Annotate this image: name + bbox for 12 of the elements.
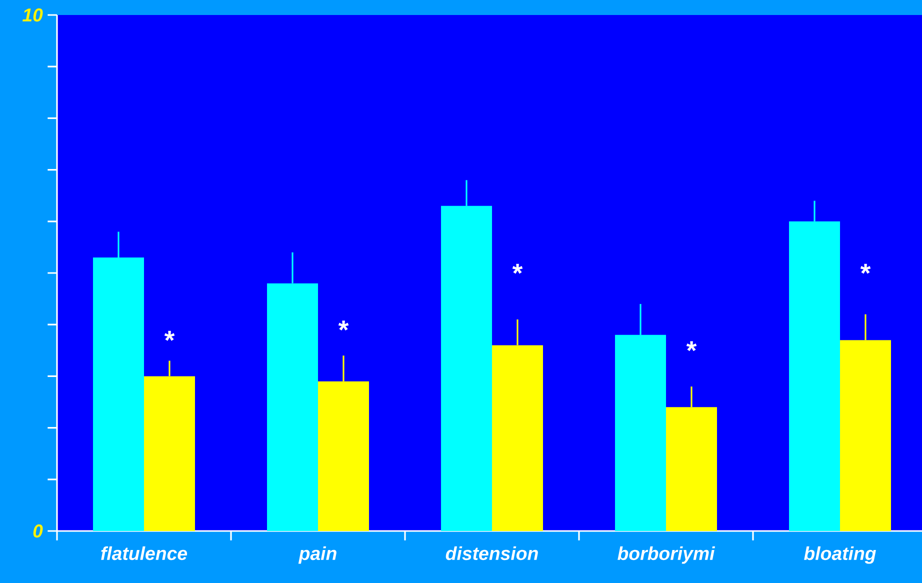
y-tick-label: 0: [33, 524, 43, 538]
x-tick-label: distension: [446, 546, 538, 560]
annotation: *: [686, 341, 697, 352]
x-tick-label: flatulence: [101, 546, 188, 560]
x-tick-label: pain: [298, 546, 336, 564]
y-tick-label: 10: [22, 8, 43, 22]
x-tick-label: borboriymi: [618, 546, 716, 564]
annotation: *: [512, 264, 523, 274]
annotation: *: [164, 330, 175, 341]
annotation: *: [338, 320, 349, 331]
x-tick-label: bloating: [804, 546, 876, 564]
annotation: *: [860, 264, 871, 274]
